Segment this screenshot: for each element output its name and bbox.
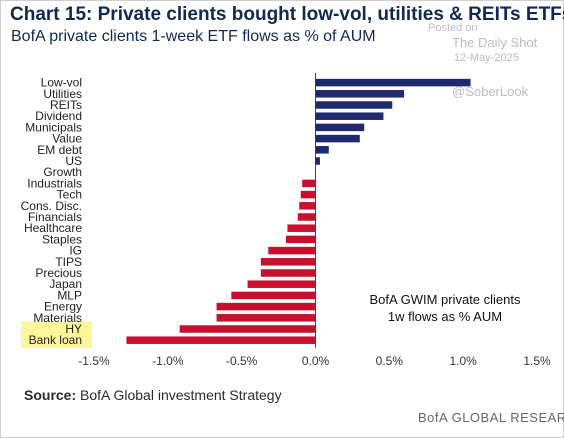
category-label: US [65,154,82,168]
bar [260,258,316,266]
x-tick-label: 0.0% [302,354,330,368]
bar [260,269,316,277]
category-label: EM debt [37,143,82,157]
bar [302,179,316,188]
x-tick-label: -1.0% [152,354,184,368]
x-tick-label: 1.0% [449,354,477,368]
x-tick-label: 1.5% [523,354,551,368]
category-label: Tech [57,188,82,202]
annotation-line-2: 1w flows as % AUM [388,309,502,324]
category-label: Japan [49,277,82,291]
category-label: Municipals [25,120,82,134]
highlight-box [21,321,92,348]
category-label: MLP [57,288,82,302]
category-label: Precious [35,266,82,280]
bar [315,123,365,132]
bar [231,291,316,300]
x-tick-label: 0.5% [376,354,404,368]
category-label: REITs [50,98,82,112]
x-tick-label: -1.5% [78,354,110,368]
category-label: Energy [44,300,82,314]
bar [315,112,384,120]
category-label: HY [65,322,82,336]
bar [179,325,316,333]
category-label: Growth [43,165,82,179]
bar [299,202,316,210]
bar [315,134,360,143]
chart-subtitle: BofA private clients 1-week ETF flows as… [11,28,376,45]
category-label: Industrials [27,176,82,190]
category-label: TIPS [55,255,82,269]
source-text: BofA Global investment Strategy [80,387,282,403]
bar [126,336,316,344]
bar [315,78,471,87]
watermark-posted: Posted on [428,22,478,34]
annotation-line-1: BofA GWIM private clients [370,292,521,307]
bar [297,213,316,221]
watermark-handle: @SoberLook [452,84,529,99]
category-label: Healthcare [24,221,82,235]
category-label: Low-vol [41,76,82,90]
category-label: Bank loan [29,333,82,347]
category-label: Cons. Disc. [21,199,82,213]
category-label: Dividend [35,109,82,123]
source-note: Source: BofA Global investment Strategy [24,387,282,403]
bar [285,235,316,244]
watermark-date: 12-May-2025 [454,52,519,64]
bar [247,280,316,288]
x-tick-label: -0.5% [226,354,258,368]
category-label: Financials [28,210,82,224]
bar [216,302,316,311]
bar [268,246,316,255]
chart-title: Chart 15: Private clients bought low-vol… [10,4,564,25]
category-label: Utilities [43,87,82,101]
category-label: Staples [42,232,82,246]
brand-logo-text: BofA GLOBAL RESEARCH [418,410,564,425]
category-label: IG [69,244,82,258]
bar [315,90,405,98]
watermark-site: The Daily Shot [452,35,538,50]
source-label: Source: [24,387,77,403]
category-label: Value [52,132,82,146]
bar [315,101,393,109]
category-label: Materials [33,311,82,325]
bar [315,157,320,165]
bar [287,224,316,232]
bar [315,146,329,154]
bar [300,190,316,199]
bar [216,314,316,322]
